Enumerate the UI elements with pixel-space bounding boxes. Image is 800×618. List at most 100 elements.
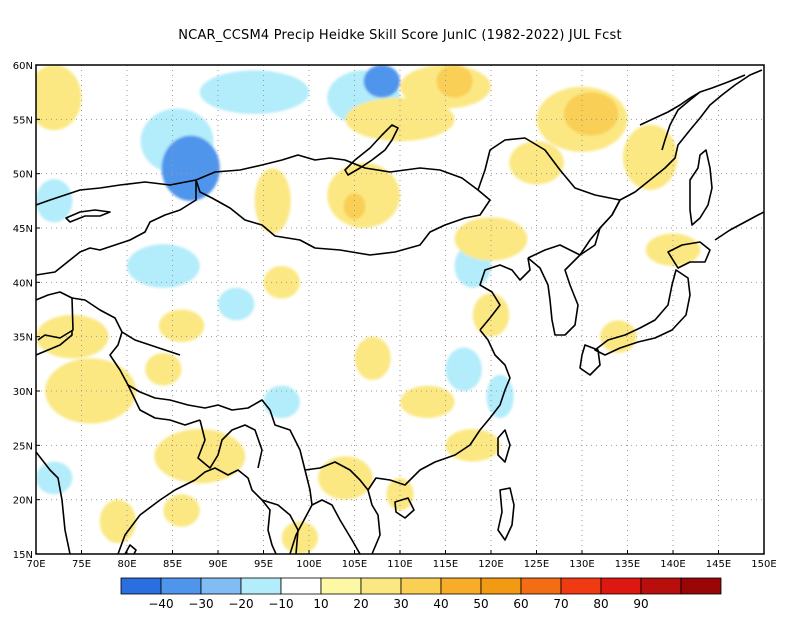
lat-tick-label: 50N [13,170,33,181]
colorbar-label: −40 [148,597,173,611]
coastline-luzon [497,487,515,541]
lon-tick-label: 70E [26,559,45,570]
skill-region [99,320,137,353]
lon-tick-label: 110E [387,559,412,570]
colorbar-swatch [560,577,602,595]
skill-region [318,456,373,500]
border-myanmar-thailand [261,499,299,554]
skill-region [254,168,291,234]
coastline-kyushu [579,344,601,376]
coastline-korea [527,199,621,336]
colorbar-label: 90 [633,597,648,611]
lon-tick-label: 145E [706,559,731,570]
colorbar-swatch [680,577,722,595]
skill-region [172,385,228,408]
lon-tick-label: 140E [660,559,685,570]
skill-score-field [36,65,701,554]
skill-region [582,439,619,462]
skill-region [363,65,400,98]
coastlines [36,69,764,554]
lon-tick-label: 115E [433,559,458,570]
map-title: NCAR_CCSM4 Precip Heidke Skill Score Jun… [178,28,622,43]
coastline-kamchatka-shore [661,91,701,151]
lon-tick-label: 150E [751,559,776,570]
colorbar-swatch [400,577,442,595]
skill-region [218,287,255,321]
skill-region [36,65,82,131]
lon-tick-label: 75E [72,559,91,570]
coastline-west-india [36,451,71,554]
colorbar-label: 50 [473,597,488,611]
lake-balkhash [65,209,111,223]
colorbar-swatch [480,577,522,595]
colorbar-label: 10 [313,597,328,611]
skill-region [161,135,220,201]
colorbar-label: −10 [268,597,293,611]
lat-tick-label: 35N [13,333,33,344]
skill-region [36,179,73,223]
skill-region [126,244,200,288]
lon-tick-label: 120E [478,559,503,570]
skill-region [509,141,564,185]
coastline-sri-lanka [124,544,137,554]
lat-tick-label: 45N [13,224,33,235]
lat-tick-label: 25N [13,441,33,452]
border-kazakhstan-russia [36,179,197,206]
latitude-ticks: 15N 20N 25N 30N 35N 40N 45N 50N 55N 60N [13,61,40,561]
coastline-okhotsk [639,74,746,126]
colorbar-swatch [440,577,482,595]
skill-region [354,336,391,381]
coastline-hokkaido [667,241,711,269]
longitude-ticks: 70E 75E 80E 85E 90E 95E 100E 105E 110E 115E 120E 12… [26,550,777,570]
colorbar-label: 60 [513,597,528,611]
lat-tick-label: 60N [13,61,33,72]
skill-region [386,477,414,511]
skill-region [158,309,205,343]
skill-region [454,217,528,261]
lon-tick-label: 105E [342,559,367,570]
coastline-bay-of-bengal [117,467,277,554]
coastline-hainan [394,497,415,519]
skill-region [199,70,309,114]
skill-region [45,358,137,424]
colorbar-swatch [280,577,322,595]
country-borders [36,137,621,554]
border-china-india-north [71,297,271,411]
lat-tick-label: 55N [13,115,33,126]
coastline-bohai [479,257,531,331]
colorbar-swatch [320,577,362,595]
lat-tick-label: 30N [13,387,33,398]
lon-tick-label: 85E [163,559,182,570]
colorbar-swatch [360,577,402,595]
border-laos-vietnam [304,461,369,491]
skill-region [145,352,182,386]
skill-region [536,195,592,239]
colorbar-swatch [600,577,642,595]
colorbar-swatch [640,577,682,595]
border-kazakhstan-china [36,180,197,276]
coastline-honshu [594,269,691,356]
skill-region [445,347,482,391]
lon-tick-label: 130E [569,559,594,570]
skill-region [343,193,366,220]
colorbar-swatch [240,577,282,595]
lon-tick-label: 80E [117,559,136,570]
border-bangladesh [197,419,263,469]
skill-region [436,65,473,98]
colorbar [120,577,722,595]
coastline-vietnam [367,329,511,554]
skill-region [154,429,246,484]
coastline-sakhalin [689,149,713,226]
lon-tick-label: 125E [524,559,549,570]
colorbar-swatch [200,577,242,595]
lon-tick-label: 95E [254,559,273,570]
coastline-taiwan [497,429,511,463]
skill-region [445,429,501,462]
colorbar-label: 70 [553,597,568,611]
lon-tick-label: 100E [296,559,321,570]
skill-region [263,385,300,419]
border-pakistan-afghanistan [36,330,73,356]
lat-tick-label: 20N [13,496,33,507]
skill-region [36,461,73,495]
border-tibet-west [121,331,181,356]
